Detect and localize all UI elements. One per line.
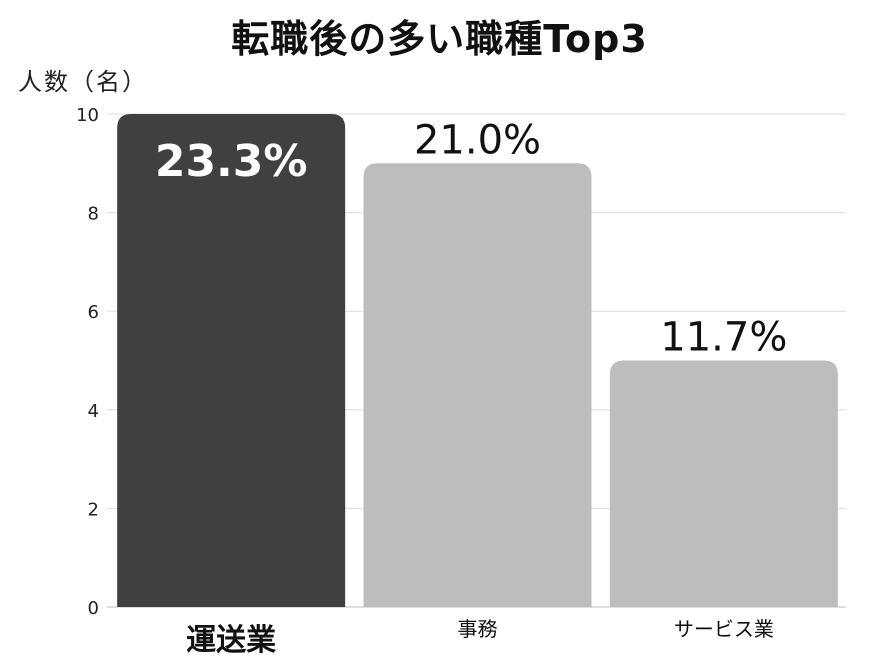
x-tick-label: 事務	[458, 617, 498, 641]
y-tick-label: 8	[88, 204, 99, 225]
y-tick-label: 4	[88, 401, 99, 422]
data-label: 21.0%	[414, 117, 541, 163]
bar	[117, 114, 346, 607]
y-tick-label: 2	[88, 499, 99, 520]
x-tick-label: 運送業	[186, 623, 276, 658]
data-label: 23.3%	[155, 136, 308, 187]
x-tick-label: サービス業	[674, 617, 774, 641]
bar	[363, 163, 592, 608]
y-axis-label: 人数（名）	[18, 68, 148, 96]
bar	[609, 360, 838, 607]
y-tick-label: 6	[88, 302, 99, 323]
y-tick-label: 10	[76, 105, 99, 126]
y-tick-label: 0	[88, 598, 99, 619]
chart-title: 転職後の多い職種Top3	[231, 17, 648, 61]
data-label: 11.7%	[660, 315, 787, 361]
